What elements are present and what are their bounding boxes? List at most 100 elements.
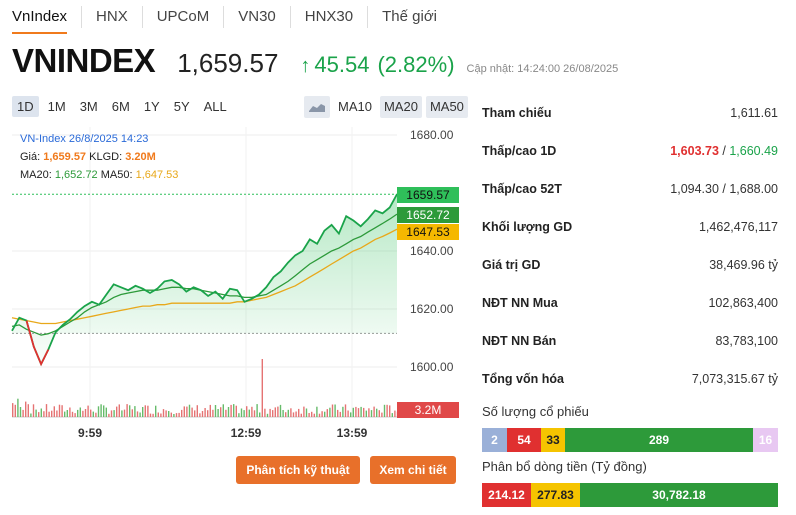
volume-bar <box>165 410 167 417</box>
stat-label: NĐT NN Bán <box>482 334 557 348</box>
volume-bar <box>321 411 323 417</box>
range-separator: / <box>718 144 730 158</box>
volume-bar <box>378 410 380 417</box>
ma20-tag-bg <box>397 207 459 223</box>
legend-ma50-value: 1,647.53 <box>135 169 179 181</box>
volume-bar <box>352 407 354 417</box>
volume-bar <box>84 409 87 417</box>
volume-bar <box>116 406 118 417</box>
stat-value: 1,094.30 / 1,688.00 <box>670 182 778 196</box>
period-1d[interactable]: 1D <box>12 96 39 117</box>
volume-bar <box>383 404 386 417</box>
tab-vnindex[interactable]: VnIndex <box>0 6 83 34</box>
legend-volume-value: 3.20M <box>125 151 156 163</box>
volume-bar <box>66 410 68 417</box>
volume-bar <box>108 413 110 417</box>
volume-bar <box>227 407 230 417</box>
period-all[interactable]: ALL <box>203 99 227 114</box>
legend-price-value: 1,659.57 <box>43 151 87 163</box>
change-percent: (2.82%) <box>377 52 455 77</box>
volume-bar <box>30 413 32 417</box>
breadth-unchanged: 33 <box>541 428 565 452</box>
volume-bar <box>357 408 360 417</box>
volume-bar <box>92 411 94 417</box>
volume-bar <box>391 413 393 417</box>
volume-bar <box>77 409 79 417</box>
volume-bar <box>97 406 100 417</box>
volume-bar <box>222 404 224 417</box>
volume-bar <box>157 412 159 417</box>
volume-bar <box>191 407 193 417</box>
volume-bar <box>131 409 133 417</box>
volume-bar <box>381 412 383 417</box>
ma20-button[interactable]: MA20 <box>379 96 422 118</box>
volume-bar <box>149 413 152 417</box>
volume-bar <box>43 411 45 417</box>
y-axis-labels: 1680.00 1640.00 1620.00 1600.00 <box>410 128 454 374</box>
x-axis-labels: 9:59 12:59 13:59 <box>78 426 368 440</box>
volume-bar <box>61 405 63 417</box>
period-1y[interactable]: 1Y <box>143 99 160 114</box>
volume-bar <box>123 409 126 417</box>
volume-bar <box>79 407 81 417</box>
legend-price-row: Giá: 1,659.57 KLGD: 3.20M <box>20 148 178 166</box>
volume-bar <box>14 404 16 417</box>
volume-bar <box>337 409 339 417</box>
volume-bar <box>162 409 165 417</box>
volume-bar <box>253 410 256 417</box>
volume-bar <box>365 410 367 417</box>
volume-bar <box>386 404 388 417</box>
volume-bar <box>45 404 48 417</box>
ma-selector: MA10 MA20 MA50 <box>300 96 468 118</box>
tab-world[interactable]: Thế giới <box>382 8 437 25</box>
period-3m[interactable]: 3M <box>79 99 98 114</box>
volume-bar <box>181 409 183 417</box>
stat-value: 1,603.73 / 1,660.49 <box>670 144 778 158</box>
volume-bar <box>51 410 53 417</box>
volume-bar <box>355 406 357 417</box>
volume-bar <box>196 405 198 417</box>
volume-bar <box>17 398 19 417</box>
volume-bar <box>199 413 201 417</box>
volume-bar <box>12 403 14 417</box>
volume-bar <box>282 410 284 417</box>
period-6m[interactable]: 6M <box>111 99 130 114</box>
flow-up: 30,782.18 <box>580 483 778 507</box>
ma50-button[interactable]: MA50 <box>425 96 468 118</box>
volume-bar <box>147 405 149 417</box>
volume-bar <box>225 409 227 417</box>
x-tick-label: 12:59 <box>231 426 262 440</box>
tab-hnx[interactable]: HNX <box>82 6 143 28</box>
volume-bar <box>40 408 42 417</box>
volume-bar <box>35 409 37 417</box>
technical-analysis-button[interactable]: Phân tích kỹ thuật <box>236 456 360 484</box>
volume-bar <box>32 404 35 417</box>
volume-bar <box>305 408 308 417</box>
period-5y[interactable]: 5Y <box>173 99 190 114</box>
volume-bar <box>204 408 206 417</box>
volume-bar <box>19 407 22 417</box>
y-tick-label: 1680.00 <box>410 128 454 142</box>
volume-bar <box>170 412 172 417</box>
stat-value: 102,863,400 <box>708 296 778 310</box>
tab-hnx30[interactable]: HNX30 <box>291 6 369 28</box>
tab-vn30[interactable]: VN30 <box>224 6 291 28</box>
flow-title: Phân bổ dòng tiền (Tỷ đồng) <box>482 459 647 474</box>
volume-bar <box>105 407 107 417</box>
index-name: VNINDEX <box>12 42 156 79</box>
period-1m[interactable]: 1M <box>47 99 66 114</box>
volume-bar <box>274 407 276 417</box>
stat-label: NĐT NN Mua <box>482 296 558 310</box>
day-low: 1,603.73 <box>670 144 719 158</box>
volume-bar <box>160 413 162 417</box>
ma50-tag: 1647.53 <box>406 225 450 239</box>
volume-bar <box>136 411 139 417</box>
ma10-button[interactable]: MA10 <box>338 99 372 114</box>
view-detail-button[interactable]: Xem chi tiết <box>370 456 456 484</box>
volume-bar <box>363 407 365 417</box>
tab-upcom[interactable]: UPCoM <box>143 6 225 28</box>
intraday-chart[interactable]: 1680.00 1640.00 1620.00 1600.00 9:59 12:59 13… <box>0 122 470 452</box>
volume-bar <box>139 412 141 417</box>
area-chart-toggle[interactable] <box>304 96 330 118</box>
breadth-title: Số lượng cổ phiếu <box>482 404 589 419</box>
